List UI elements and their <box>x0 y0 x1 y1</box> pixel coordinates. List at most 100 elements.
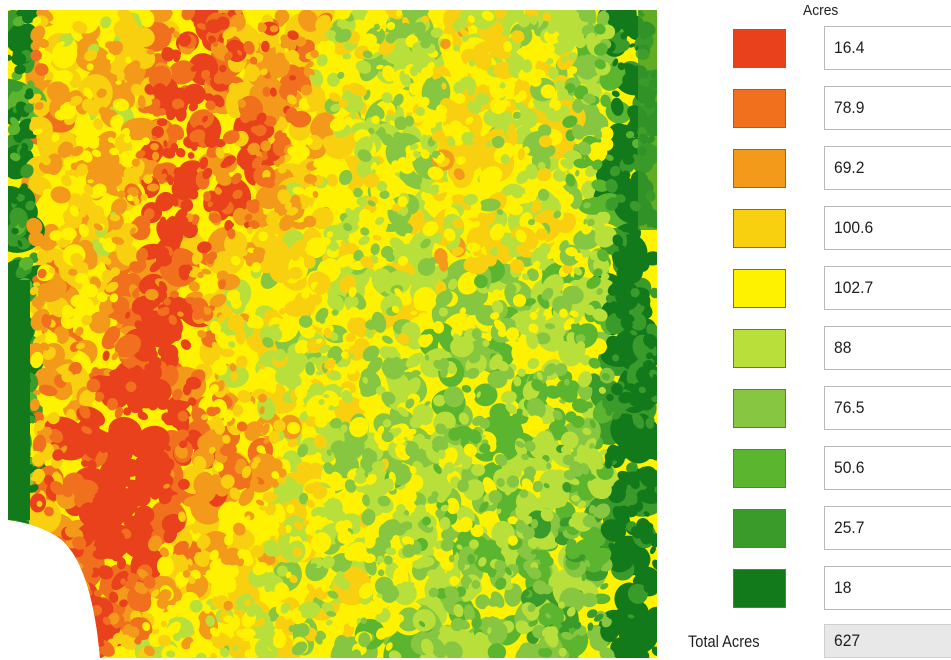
zone-blob <box>41 548 59 564</box>
zone-blob <box>57 611 71 628</box>
acres-value-field: 88 <box>824 326 951 370</box>
zone-blob <box>289 75 297 81</box>
zone-blob <box>43 619 52 631</box>
zone-blob <box>8 560 20 573</box>
acres-value: 25.7 <box>834 518 865 537</box>
zone-blob <box>15 595 32 616</box>
zone-blob <box>10 189 19 199</box>
zone-blob <box>20 632 33 644</box>
zone-blob <box>305 237 327 259</box>
legend-swatch <box>733 329 786 368</box>
field-left-margin <box>8 280 30 520</box>
zone-blob <box>35 583 47 594</box>
zone-blob <box>8 535 23 545</box>
zone-blob <box>16 610 25 622</box>
zone-blob <box>8 557 23 580</box>
zone-blob <box>56 546 62 553</box>
zone-blob <box>181 10 196 21</box>
zone-blob <box>363 10 389 31</box>
acres-value: 50.6 <box>834 458 865 477</box>
zone-blob <box>67 193 82 208</box>
zone-blob <box>28 608 50 626</box>
zone-blob <box>227 635 251 658</box>
zone-blob <box>38 600 53 617</box>
zone-blob <box>468 237 479 245</box>
legend-swatch <box>733 89 786 128</box>
zone-blob <box>161 47 175 62</box>
zone-blob <box>135 532 147 544</box>
zone-blob <box>413 296 429 311</box>
zone-blob <box>27 538 37 547</box>
zone-blob <box>578 196 610 215</box>
zone-blob <box>87 443 98 454</box>
zone-blob <box>635 366 655 385</box>
acres-value: 100.6 <box>834 218 874 237</box>
zone-blob <box>399 293 412 306</box>
legend-row: 25.7 <box>732 506 951 550</box>
zone-blob <box>8 535 17 549</box>
zone-blob <box>8 589 42 617</box>
legend-row: 18 <box>732 566 951 610</box>
zone-blob <box>393 581 417 606</box>
zone-blob <box>311 506 328 519</box>
acres-value-field: 100.6 <box>824 206 951 250</box>
zone-blob <box>50 604 86 637</box>
legend-swatch <box>733 269 786 308</box>
zone-blob <box>28 539 45 559</box>
legend-row: 50.6 <box>732 446 951 490</box>
zone-blob <box>35 572 47 583</box>
zone-blob <box>473 383 498 407</box>
zone-blob <box>8 636 14 645</box>
total-acres-label: Total Acres <box>688 632 760 651</box>
zone-blob <box>30 604 47 617</box>
zone-blob <box>571 398 590 413</box>
zone-blob <box>586 574 595 580</box>
total-acres-field: 627 <box>824 624 951 658</box>
zone-blob <box>8 610 24 625</box>
zone-blob <box>124 272 142 292</box>
field-raster-svg <box>8 10 657 658</box>
zone-blob <box>56 581 79 603</box>
zone-blob <box>13 637 33 658</box>
zone-blob <box>170 494 182 507</box>
zone-blob <box>39 602 52 615</box>
legend-row: 16.4 <box>732 26 951 70</box>
zone-blob <box>209 293 227 308</box>
zone-blob <box>273 503 286 523</box>
zone-blob <box>594 503 611 519</box>
acres-value-field: 102.7 <box>824 266 951 310</box>
zone-blob <box>52 630 68 649</box>
zone-blob <box>20 529 28 538</box>
zone-blob <box>28 559 45 574</box>
zone-blob <box>44 576 53 587</box>
legend-row: 100.6 <box>732 206 951 250</box>
zone-blob <box>189 109 215 130</box>
zone-blob <box>256 628 276 641</box>
legend-row: 69.2 <box>732 146 951 190</box>
acres-value: 88 <box>834 338 852 357</box>
legend-swatch <box>733 209 786 248</box>
zone-blob <box>54 589 62 597</box>
zone-blob <box>42 645 50 655</box>
zone-blob <box>36 567 50 583</box>
zone-blob <box>25 626 39 639</box>
zone-blob <box>52 604 76 627</box>
legend-swatch <box>733 149 786 188</box>
legend-heading: Acres <box>803 2 839 19</box>
zone-blob <box>573 229 601 250</box>
zone-blob <box>232 189 243 200</box>
zone-blob <box>106 173 123 187</box>
zone-blob <box>32 282 41 287</box>
zone-blob <box>59 638 82 658</box>
zone-blob <box>64 603 77 616</box>
zone-blob <box>102 350 110 361</box>
acres-value: 78.9 <box>834 98 865 117</box>
legend-row: 76.5 <box>732 386 951 430</box>
zone-blob <box>8 646 23 657</box>
zone-blob <box>261 283 289 306</box>
acres-value-field: 69.2 <box>824 146 951 190</box>
acres-value-field: 76.5 <box>824 386 951 430</box>
zone-blob <box>28 558 63 594</box>
zone-blob <box>105 281 119 293</box>
acres-value: 76.5 <box>834 398 865 417</box>
